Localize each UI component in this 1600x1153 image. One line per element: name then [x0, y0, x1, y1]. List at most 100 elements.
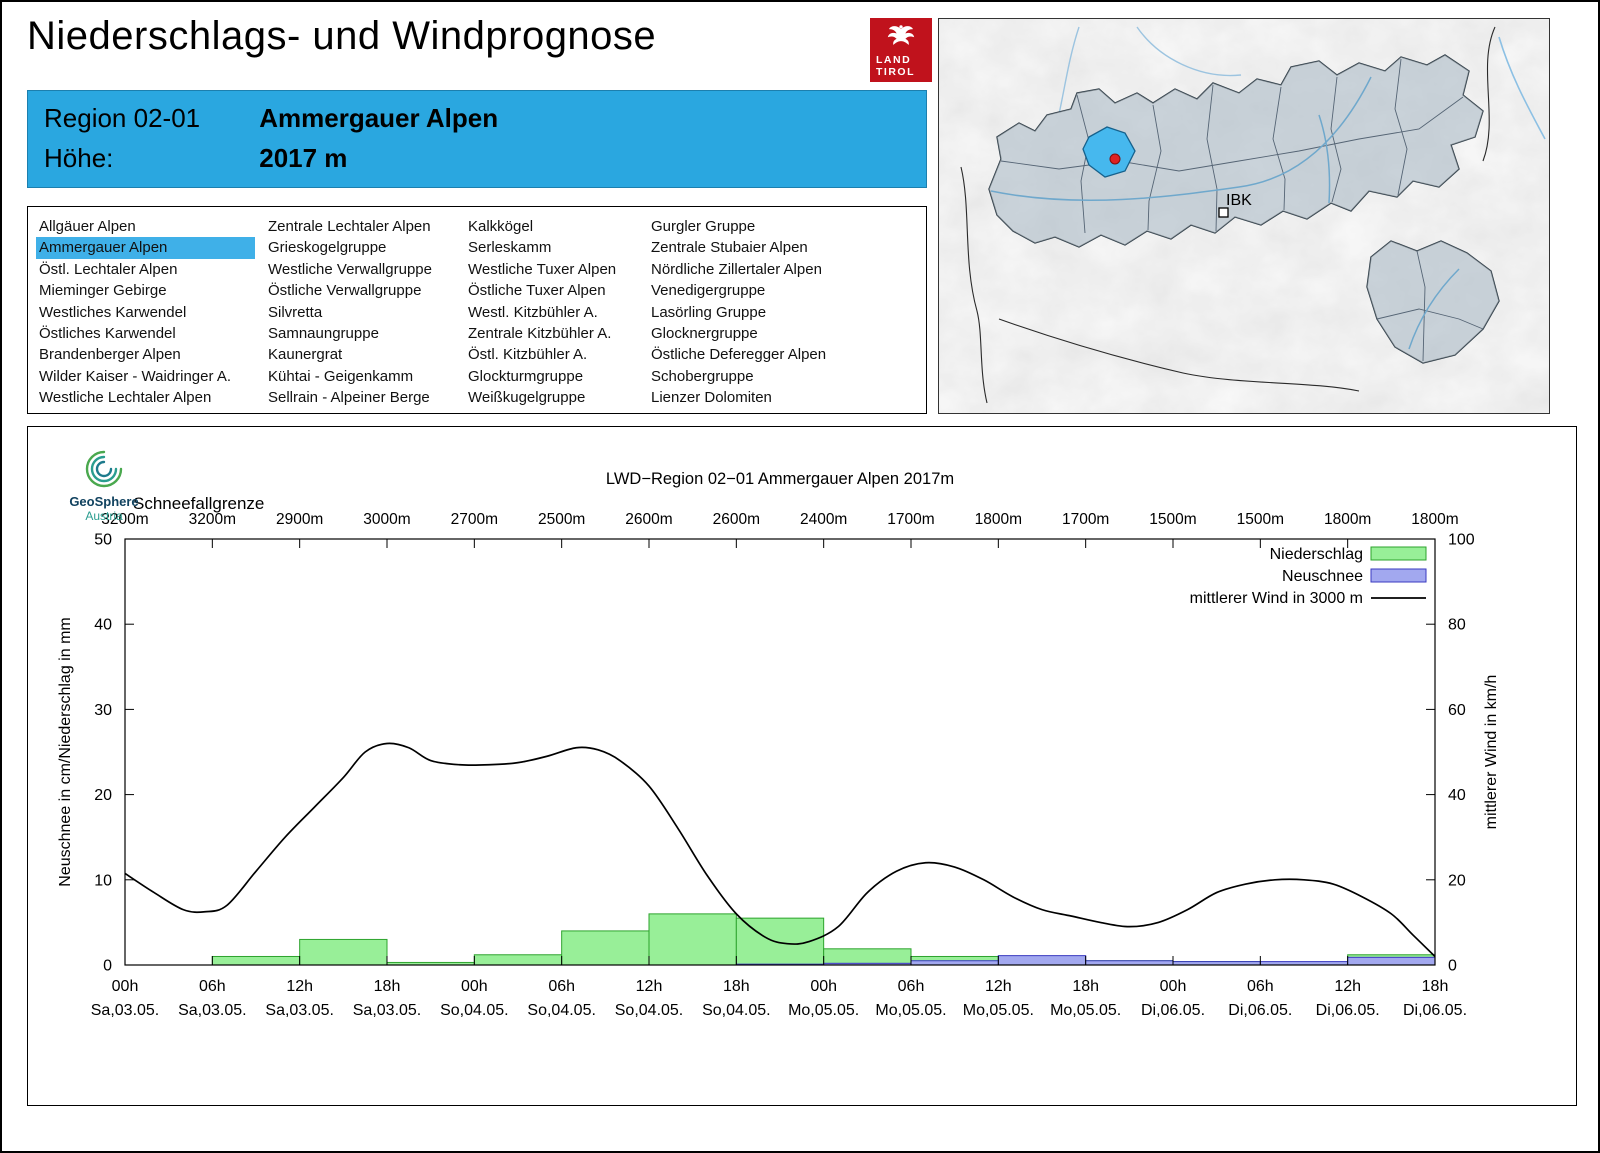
- region-list-item[interactable]: Wilder Kaiser - Waidringer A.: [39, 367, 231, 385]
- y-tick-label-right: 40: [1448, 787, 1466, 804]
- legend-label: mittlerer Wind in 3000 m: [1190, 590, 1363, 607]
- land-tirol-label-line2: TIROL: [876, 66, 915, 78]
- x-tick-time-label: 06h: [199, 978, 226, 995]
- region-list-item[interactable]: Ammergauer Alpen: [36, 237, 255, 259]
- x-tick-time-label: 00h: [461, 978, 488, 995]
- tirol-map[interactable]: IBK: [939, 19, 1549, 413]
- region-list-item[interactable]: Weißkugelgruppe: [468, 389, 586, 407]
- snowline-value: 2500m: [538, 511, 585, 528]
- region-list-item[interactable]: Zentrale Stubaier Alpen: [651, 239, 808, 257]
- y-axis-title-left: Neuschnee in cm/Niederschlag in mm: [57, 617, 74, 886]
- snowline-value: 2600m: [713, 511, 760, 528]
- x-tick-time-label: 12h: [636, 978, 663, 995]
- selected-region-shape[interactable]: [1082, 126, 1136, 178]
- region-list-item[interactable]: Östl. Lechtaler Alpen: [39, 260, 178, 278]
- region-list-item[interactable]: Grieskogelgruppe: [268, 239, 387, 257]
- region-list-item[interactable]: Lienzer Dolomiten: [651, 389, 772, 407]
- x-tick-date-label: Mo,05.05.: [875, 1002, 946, 1019]
- snow-bar: [1347, 956, 1436, 966]
- region-list-item[interactable]: Brandenberger Alpen: [39, 346, 181, 364]
- region-list-item[interactable]: Westliches Karwendel: [39, 303, 187, 321]
- altitude-value: 2017 m: [259, 143, 348, 173]
- snowline-value: 1500m: [1237, 511, 1284, 528]
- x-tick-date-label: Mo,05.05.: [963, 1002, 1034, 1019]
- region-list-item[interactable]: Kühtai - Geigenkamm: [268, 367, 414, 385]
- region-list-item[interactable]: Venedigergruppe: [651, 282, 766, 300]
- region-list-item[interactable]: Westliche Verwallgruppe: [268, 260, 432, 278]
- x-tick-date-label: So,04.05.: [527, 1002, 596, 1019]
- region-list-item[interactable]: Glocknergruppe: [651, 324, 758, 342]
- region-list-item[interactable]: Samnaungruppe: [268, 324, 379, 342]
- x-tick-time-label: 12h: [985, 978, 1012, 995]
- x-tick-time-label: 12h: [1334, 978, 1361, 995]
- region-list-item[interactable]: Östliche Deferegger Alpen: [651, 346, 827, 364]
- region-list-item[interactable]: Kaunergrat: [268, 346, 343, 364]
- altitude-row: Höhe: 2017 m: [44, 143, 347, 174]
- region-list-item[interactable]: Gurgler Gruppe: [651, 218, 756, 235]
- legend-label: Neuschnee: [1282, 568, 1363, 585]
- region-list-item[interactable]: Glockturmgruppe: [468, 367, 584, 385]
- region-list-item[interactable]: Westliche Tuxer Alpen: [468, 260, 617, 278]
- x-tick-time-label: 06h: [548, 978, 575, 995]
- land-tirol-label-line1: LAND: [876, 54, 912, 66]
- x-tick-time-label: 18h: [723, 978, 750, 995]
- x-tick-date-label: Di,06.05.: [1141, 1002, 1205, 1019]
- snowline-value: 1700m: [1062, 511, 1109, 528]
- precip-bar: [648, 913, 737, 966]
- precip-bar: [823, 948, 912, 966]
- y-tick-label-left: 40: [94, 617, 112, 634]
- region-list-item[interactable]: Westl. Kitzbühler A.: [468, 303, 598, 321]
- region-list-item[interactable]: Lasörling Gruppe: [651, 303, 767, 321]
- snowline-value: 1800m: [975, 511, 1022, 528]
- region-list-item[interactable]: Mieminger Gebirge: [39, 282, 167, 300]
- x-tick-date-label: Di,06.05.: [1228, 1002, 1292, 1019]
- snowline-value: 1700m: [887, 511, 934, 528]
- y-tick-label-left: 0: [103, 958, 112, 975]
- region-list-item[interactable]: Westliche Lechtaler Alpen: [39, 389, 212, 407]
- region-list-item[interactable]: Sellrain - Alpeiner Berge: [268, 389, 430, 407]
- region-list-item[interactable]: Schobergruppe: [651, 367, 754, 385]
- region-list-item[interactable]: Nördliche Zillertaler Alpen: [651, 260, 822, 278]
- precip-bar: [473, 954, 563, 966]
- y-tick-label-right: 100: [1448, 532, 1475, 549]
- geosphere-sub: Austria: [85, 509, 123, 523]
- legend-swatch-snow: [1370, 568, 1427, 583]
- outside-borders: [960, 26, 1546, 404]
- x-tick-time-label: 18h: [374, 978, 401, 995]
- region-list-item[interactable]: Silvretta: [268, 303, 323, 321]
- snowline-value: 2700m: [451, 511, 498, 528]
- region-list: Allgäuer Alpen Ammergauer Alpen Östl. Lech…: [27, 206, 927, 414]
- snow-bar: [910, 960, 999, 966]
- region-list-item[interactable]: Östl. Kitzbühler A.: [468, 346, 588, 364]
- land-tirol-logo: LAND TIROL: [870, 18, 932, 82]
- region-list-item[interactable]: Serleskamm: [468, 239, 552, 257]
- snowline-value: 1500m: [1149, 511, 1196, 528]
- wind-line: [124, 742, 1436, 958]
- x-tick-time-label: 12h: [286, 978, 313, 995]
- snowline-value: 3200m: [189, 511, 236, 528]
- region-list-item[interactable]: Östliches Karwendel: [39, 324, 176, 342]
- x-tick-date-label: So,04.05.: [615, 1002, 684, 1019]
- x-tick-date-label: Mo,05.05.: [788, 1002, 859, 1019]
- region-list-item[interactable]: Zentrale Kitzbühler A.: [468, 324, 612, 342]
- x-tick-time-label: 18h: [1072, 978, 1099, 995]
- x-tick-date-label: Sa,03.05.: [353, 1002, 422, 1019]
- snowline-value: 2600m: [625, 511, 672, 528]
- region-list-item[interactable]: Östliche Verwallgruppe: [268, 282, 422, 300]
- region-list-item[interactable]: Zentrale Lechtaler Alpen: [268, 218, 431, 235]
- precip-bar: [299, 938, 388, 966]
- y-tick-label-left: 50: [94, 532, 112, 549]
- x-tick-date-label: Di,06.05.: [1316, 1002, 1380, 1019]
- region-value: Ammergauer Alpen: [259, 103, 499, 133]
- x-tick-time-label: 00h: [810, 978, 837, 995]
- precip-bar: [561, 930, 650, 966]
- region-list-item[interactable]: Allgäuer Alpen: [39, 218, 136, 235]
- snow-bar: [997, 955, 1087, 966]
- region-list-item[interactable]: Östliche Tuxer Alpen: [468, 282, 606, 300]
- chart-panel: GeoSphere Austria LWD−Region 02−01 Ammer…: [27, 426, 1577, 1106]
- region-header: Region 02-01 Ammergauer Alpen Höhe: 2017…: [27, 90, 927, 188]
- geosphere-logo: GeoSphere Austria: [56, 447, 152, 523]
- x-tick-time-label: 06h: [1247, 978, 1274, 995]
- region-list-item[interactable]: Kalkkögel: [468, 218, 534, 235]
